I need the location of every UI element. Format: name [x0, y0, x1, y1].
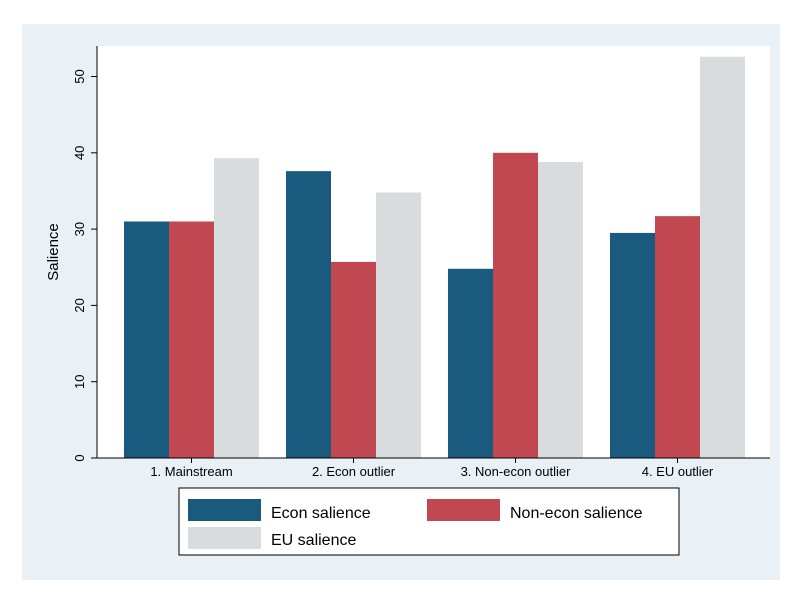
y-tick-label: 40 [72, 146, 87, 160]
x-tick-label: 1. Mainstream [150, 464, 232, 479]
bar-series3-cat2 [376, 192, 421, 458]
legend-label-1: Econ salience [271, 505, 371, 522]
bar-series1-cat4 [610, 232, 655, 458]
y-axis-title: Salience [45, 223, 62, 281]
bar-series3-cat4 [700, 56, 745, 458]
bar-series1-cat2 [286, 171, 331, 459]
bar-series2-cat3 [493, 152, 538, 458]
bar-series3-cat1 [214, 158, 259, 458]
legend-swatch-3 [188, 527, 261, 549]
bar-series2-cat2 [331, 261, 376, 458]
legend-swatch-2 [427, 499, 500, 521]
bar-series1-cat1 [124, 221, 169, 458]
bar-series2-cat4 [655, 216, 700, 458]
x-tick-label: 2. Econ outlier [312, 464, 396, 479]
axes-group: 0 10 20 30 40 50 1. Mainstream 2. Econ outlier 3… [72, 46, 770, 479]
bar-series2-cat1 [169, 221, 214, 458]
legend: Econ salience Non-econ salience EU salienc… [178, 487, 680, 556]
x-tick-label: 3. Non-econ outlier [461, 464, 572, 479]
y-tick-label: 10 [72, 374, 87, 388]
bar-series3-cat3 [538, 161, 583, 458]
x-tick-label: 4. EU outlier [642, 464, 714, 479]
bar-series1-cat3 [448, 268, 493, 458]
y-tick-label: 50 [72, 69, 87, 83]
y-tick-label: 20 [72, 298, 87, 312]
bars-group [124, 56, 745, 459]
legend-swatch-1 [188, 499, 261, 521]
y-tick-label: 0 [72, 454, 87, 461]
y-tick-label: 30 [72, 222, 87, 236]
legend-label-3: EU salience [271, 532, 356, 549]
legend-label-2: Non-econ salience [510, 505, 643, 522]
